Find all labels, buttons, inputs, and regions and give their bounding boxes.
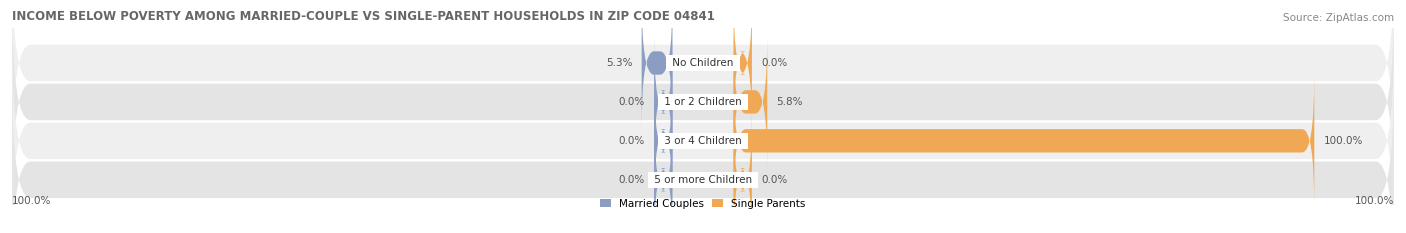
Text: 0.0%: 0.0% xyxy=(619,97,645,107)
Text: 100.0%: 100.0% xyxy=(1323,136,1362,146)
Text: 100.0%: 100.0% xyxy=(1354,196,1393,206)
FancyBboxPatch shape xyxy=(654,113,672,233)
Legend: Married Couples, Single Parents: Married Couples, Single Parents xyxy=(600,199,806,209)
Text: 0.0%: 0.0% xyxy=(761,58,787,68)
Text: 5.3%: 5.3% xyxy=(606,58,633,68)
Text: Source: ZipAtlas.com: Source: ZipAtlas.com xyxy=(1282,13,1393,23)
FancyBboxPatch shape xyxy=(654,75,672,207)
FancyBboxPatch shape xyxy=(654,36,672,168)
FancyBboxPatch shape xyxy=(13,81,1393,233)
Text: 5 or more Children: 5 or more Children xyxy=(651,175,755,185)
Text: INCOME BELOW POVERTY AMONG MARRIED-COUPLE VS SINGLE-PARENT HOUSEHOLDS IN ZIP COD: INCOME BELOW POVERTY AMONG MARRIED-COUPL… xyxy=(13,10,716,23)
Text: 0.0%: 0.0% xyxy=(761,175,787,185)
Text: No Children: No Children xyxy=(669,58,737,68)
FancyBboxPatch shape xyxy=(641,0,672,129)
Text: 1 or 2 Children: 1 or 2 Children xyxy=(661,97,745,107)
Text: 0.0%: 0.0% xyxy=(619,175,645,185)
FancyBboxPatch shape xyxy=(13,3,1393,200)
FancyBboxPatch shape xyxy=(13,42,1393,233)
Text: 3 or 4 Children: 3 or 4 Children xyxy=(661,136,745,146)
Text: 100.0%: 100.0% xyxy=(13,196,52,206)
FancyBboxPatch shape xyxy=(13,0,1393,161)
FancyBboxPatch shape xyxy=(734,36,768,168)
Text: 0.0%: 0.0% xyxy=(619,136,645,146)
FancyBboxPatch shape xyxy=(734,0,752,129)
FancyBboxPatch shape xyxy=(734,75,1315,207)
FancyBboxPatch shape xyxy=(734,113,752,233)
Text: 5.8%: 5.8% xyxy=(776,97,803,107)
